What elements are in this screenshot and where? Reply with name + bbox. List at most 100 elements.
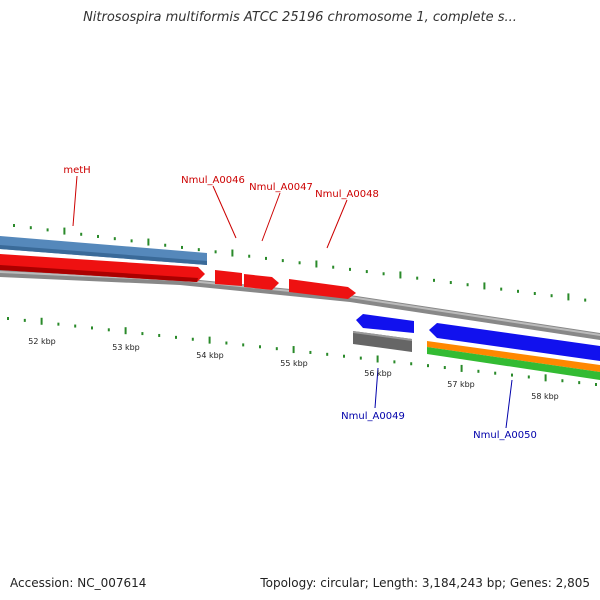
major-tick: [147, 238, 150, 246]
gene-label-nmul-a0049[interactable]: Nmul_A0049: [341, 411, 405, 422]
gene-bar-green: [427, 347, 600, 380]
minor-tick: [225, 341, 228, 345]
major-tick: [40, 317, 43, 325]
cds-arrow-nmul-a0048: [289, 279, 356, 299]
scale-label-58-kbp: 58 kbp: [531, 392, 559, 401]
minor-tick: [107, 328, 110, 332]
major-tick: [399, 271, 402, 279]
scale-label-56-kbp: 56 kbp: [364, 369, 392, 378]
minor-tick: [410, 362, 413, 366]
scale-label-52-kbp: 52 kbp: [28, 337, 56, 346]
minor-tick: [517, 289, 519, 293]
minor-tick: [298, 261, 301, 265]
gene-bar-metH-region-shade: [0, 245, 207, 265]
major-tick: [231, 249, 234, 257]
minor-tick: [595, 383, 597, 386]
minor-tick: [181, 245, 183, 249]
minor-tick: [427, 364, 429, 368]
gene-bar-orange: [427, 341, 600, 372]
minor-tick: [164, 243, 167, 247]
major-tick: [544, 374, 547, 382]
major-tick: [483, 282, 486, 290]
minor-tick: [343, 354, 345, 358]
major-tick: [460, 364, 463, 372]
minor-tick: [466, 283, 469, 287]
scale-label-57-kbp: 57 kbp: [447, 380, 475, 389]
gene-label-nmul-a0050[interactable]: Nmul_A0050: [473, 430, 537, 441]
minor-tick: [578, 381, 581, 385]
minor-tick: [91, 326, 93, 330]
minor-tick: [433, 278, 435, 282]
cds-arrow-nmul-a0049: [356, 314, 414, 333]
minor-tick: [561, 379, 564, 383]
minor-tick: [584, 298, 587, 302]
minor-tick: [191, 337, 194, 341]
major-tick: [292, 346, 295, 354]
genes-value: 2,805: [555, 576, 590, 590]
leader-line-nmul-a0048: [326, 199, 348, 249]
minor-tick: [550, 294, 553, 298]
gene-label-metH[interactable]: metH: [63, 165, 90, 176]
minor-tick: [23, 318, 26, 322]
minor-tick: [141, 332, 144, 336]
major-tick: [63, 227, 66, 235]
minor-tick: [281, 259, 284, 263]
major-tick: [315, 260, 318, 268]
minor-tick: [197, 248, 200, 252]
minor-tick: [449, 281, 452, 285]
cds-arrow-metH-shade: [0, 265, 198, 282]
minor-tick: [477, 369, 480, 373]
minor-tick: [113, 237, 116, 241]
scale-label-53-kbp: 53 kbp: [112, 343, 140, 352]
topology-line: Topology: circular; Length: 3,184,243 bp…: [260, 576, 590, 590]
minor-tick: [29, 226, 32, 230]
minor-tick: [130, 239, 133, 243]
page-title: Nitrosospira multiformis ATCC 25196 chro…: [83, 10, 517, 25]
minor-tick: [175, 335, 177, 339]
scale-label-55-kbp: 55 kbp: [280, 359, 308, 368]
gene-label-nmul-a0048[interactable]: Nmul_A0048: [315, 189, 379, 200]
leader-line-nmul-a0049: [374, 367, 379, 409]
accession-value: NC_007614: [77, 576, 147, 590]
cds-arrow-nmul-a0050: [429, 323, 600, 361]
minor-tick: [443, 366, 446, 370]
genes-label: Genes:: [509, 576, 552, 590]
minor-tick: [97, 234, 99, 238]
length-value: 3,184,243 bp: [421, 576, 502, 590]
minor-tick: [57, 322, 60, 326]
minor-tick: [158, 333, 161, 337]
minor-tick: [511, 373, 513, 377]
length-label: Length:: [372, 576, 419, 590]
minor-tick: [7, 317, 9, 320]
minor-tick: [309, 350, 312, 354]
minor-tick: [259, 345, 261, 349]
leader-line-nmul-a0047: [261, 192, 281, 242]
gene-label-nmul-a0047[interactable]: Nmul_A0047: [249, 182, 313, 193]
minor-tick: [275, 347, 278, 351]
cds-arrow-nmul-a0046: [215, 270, 242, 286]
gene-bar-nmul-a0049: [353, 331, 412, 352]
minor-tick: [242, 343, 245, 347]
minor-tick: [393, 360, 396, 364]
major-tick: [124, 327, 127, 335]
minor-tick: [248, 254, 251, 258]
topology-value: circular: [320, 576, 365, 590]
minor-tick: [365, 270, 368, 274]
topology-label: Topology:: [260, 576, 317, 590]
backbone-line: [0, 270, 600, 340]
cds-arrow-metH: [0, 254, 205, 282]
tick-marks: [7, 224, 597, 386]
minor-tick: [416, 276, 419, 280]
minor-tick: [382, 272, 385, 276]
leader-line-nmul-a0050: [505, 379, 513, 429]
cds-arrow-nmul-a0047: [244, 274, 279, 290]
accession-label: Accession:: [10, 576, 74, 590]
major-tick: [208, 336, 211, 344]
major-tick: [376, 355, 379, 363]
gene-label-nmul-a0046[interactable]: Nmul_A0046: [181, 175, 245, 186]
accession-line: Accession: NC_007614: [10, 576, 146, 590]
minor-tick: [332, 265, 335, 269]
minor-tick: [494, 371, 497, 375]
minor-tick: [80, 232, 83, 236]
